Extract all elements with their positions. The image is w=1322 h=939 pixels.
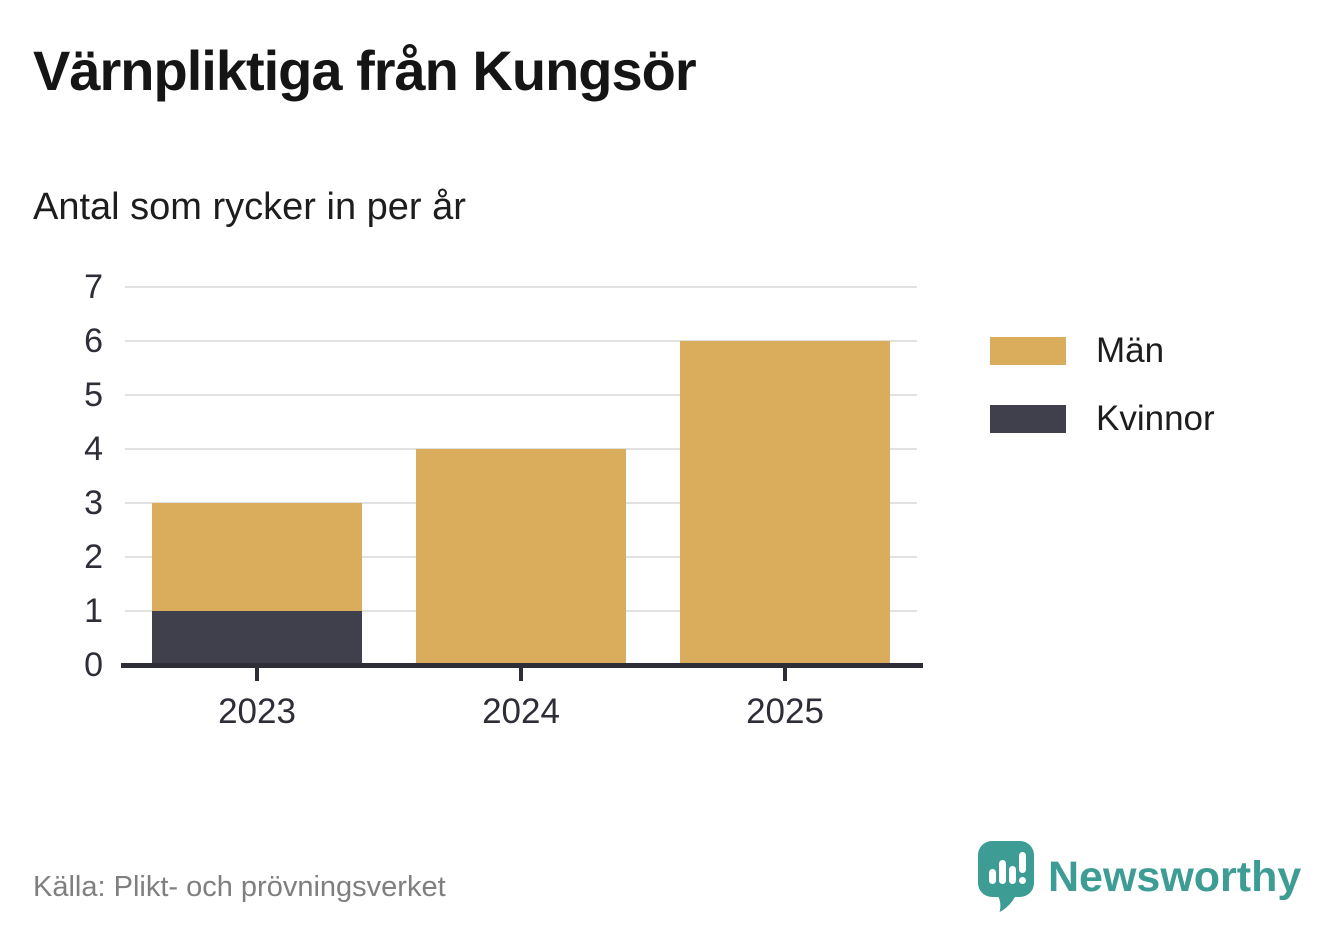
y-axis-tick-label: 7	[84, 268, 103, 306]
y-axis-tick-label: 1	[84, 592, 103, 630]
x-axis-line	[121, 663, 923, 668]
x-axis-tick	[519, 668, 523, 681]
gridline-y6	[125, 340, 917, 342]
legend-label-women: Kvinnor	[1096, 399, 1215, 438]
legend-label-men: Män	[1096, 331, 1165, 370]
y-axis-tick-label: 2	[84, 538, 103, 576]
newsworthy-logo: Newsworthy	[978, 841, 1301, 913]
chart-title: Värnpliktiga från Kungsör	[33, 39, 697, 102]
gridline-y5	[125, 394, 917, 396]
speech-bubble-bar-chart-icon	[978, 841, 1034, 912]
legend-swatch-men	[990, 337, 1066, 365]
legend-swatch-women	[990, 405, 1066, 433]
chart-subtitle: Antal som rycker in per år	[33, 186, 466, 228]
x-axis-tick-label: 2023	[218, 692, 296, 731]
gridline-y7	[125, 286, 917, 288]
bar-segment-män-2025	[680, 341, 890, 665]
x-axis-tick	[783, 668, 787, 681]
legend-item-women: Kvinnor	[990, 399, 1215, 439]
x-axis-tick-label: 2025	[746, 692, 824, 731]
x-axis-tick	[255, 668, 259, 681]
bar-segment-män-2024	[416, 449, 626, 665]
bar-segment-män-2023	[152, 503, 362, 611]
bar-segment-kvinnor-2023	[152, 611, 362, 665]
x-axis-tick-label: 2024	[482, 692, 560, 731]
y-axis-tick-label: 6	[84, 322, 103, 360]
chart-legend: Män Kvinnor	[990, 331, 1215, 467]
y-axis-tick-label: 0	[84, 646, 103, 684]
legend-item-men: Män	[990, 331, 1215, 371]
y-axis-tick-label: 5	[84, 376, 103, 414]
y-axis-tick-label: 4	[84, 430, 103, 468]
source-attribution: Källa: Plikt- och prövningsverket	[33, 871, 446, 903]
y-axis-tick-label: 3	[84, 484, 103, 522]
newsworthy-wordmark: Newsworthy	[1048, 853, 1302, 901]
